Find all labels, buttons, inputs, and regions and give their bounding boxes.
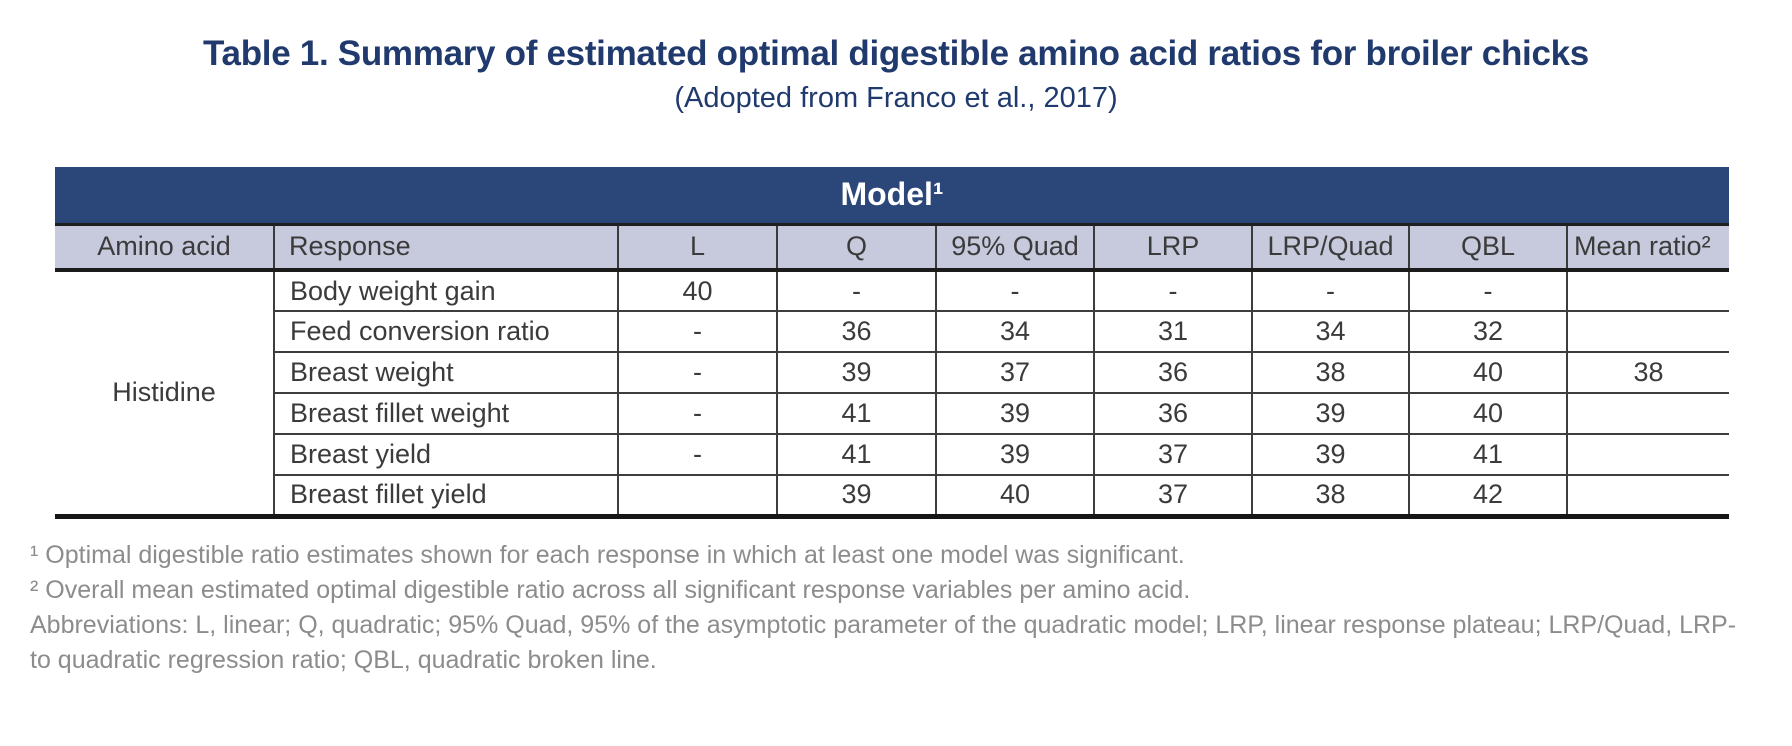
- column-header-row: Amino acid Response L Q 95% Quad LRP LRP…: [55, 224, 1730, 272]
- qbl-value-cell: 40: [1408, 392, 1568, 435]
- page-subtitle: (Adopted from Franco et al., 2017): [674, 82, 1118, 114]
- q-value-cell: 36: [776, 310, 937, 353]
- mean-ratio-cell: [1565, 433, 1730, 476]
- quad95-value-cell: 40: [935, 474, 1095, 517]
- lrpquad-value-cell: 39: [1251, 433, 1410, 476]
- l-value-cell: 40: [617, 269, 778, 312]
- lrp-value-cell: 36: [1093, 351, 1253, 394]
- q-value-cell: 41: [776, 433, 937, 476]
- lrpquad-value-cell: 38: [1251, 351, 1410, 394]
- q-value-cell: -: [776, 269, 937, 312]
- l-value-cell: -: [617, 351, 778, 394]
- column-header-lrp-quad: LRP/Quad: [1251, 224, 1409, 272]
- footnotes-block: ¹ Optimal digestible ratio estimates sho…: [30, 538, 1746, 678]
- footnote-1: ¹ Optimal digestible ratio estimates sho…: [30, 540, 1185, 569]
- column-header-q: Q: [776, 224, 936, 272]
- l-value-cell: -: [617, 433, 778, 476]
- response-cell: Body weight gain: [273, 269, 619, 312]
- mean-ratio-cell: [1565, 474, 1730, 517]
- table-row: Feed conversion ratio - 36 34 31 34 32: [55, 310, 1730, 353]
- qbl-value-cell: 42: [1408, 474, 1568, 517]
- lrpquad-value-cell: 38: [1251, 474, 1410, 517]
- page-title: Table 1. Summary of estimated optimal di…: [203, 34, 1589, 73]
- quad95-value-cell: -: [935, 269, 1095, 312]
- mean-ratio-cell: [1565, 392, 1730, 435]
- summary-table: Model¹ Amino acid Response L Q 95% Quad …: [55, 167, 1730, 519]
- footnote-2: ² Overall mean estimated optimal digesti…: [30, 575, 1191, 604]
- qbl-value-cell: 41: [1408, 433, 1568, 476]
- mean-ratio-cell: [1565, 269, 1730, 312]
- qbl-value-cell: -: [1408, 269, 1568, 312]
- quad95-value-cell: 39: [935, 433, 1095, 476]
- model-band-header: Model¹: [55, 167, 1730, 226]
- table-row: Breast fillet yield 39 40 37 38 42: [55, 474, 1730, 517]
- table-row: Breast fillet weight - 41 39 36 39 40: [55, 392, 1730, 435]
- q-value-cell: 41: [776, 392, 937, 435]
- lrpquad-value-cell: 34: [1251, 310, 1410, 353]
- column-header-95-quad: 95% Quad: [935, 224, 1094, 272]
- footnote-abbreviations: Abbreviations: L, linear; Q, quadratic; …: [30, 610, 1737, 674]
- lrp-value-cell: 31: [1093, 310, 1253, 353]
- response-cell: Breast fillet yield: [273, 474, 619, 517]
- table-row: Breast yield - 41 39 37 39 41: [55, 433, 1730, 476]
- mean-ratio-cell: [1565, 310, 1730, 353]
- response-cell: Breast fillet weight: [273, 392, 619, 435]
- table-row: Histidine Body weight gain 40 - - - - -: [55, 269, 1730, 516]
- column-header-mean-ratio: Mean ratio²: [1565, 224, 1730, 272]
- lrp-value-cell: -: [1093, 269, 1253, 312]
- qbl-value-cell: 40: [1408, 351, 1568, 394]
- l-value-cell: -: [617, 392, 778, 435]
- column-header-l: L: [617, 224, 777, 272]
- response-cell: Breast weight: [273, 351, 619, 394]
- quad95-value-cell: 34: [935, 310, 1095, 353]
- model-band-row: Model¹: [55, 167, 1730, 226]
- l-value-cell: [617, 474, 778, 517]
- quad95-value-cell: 39: [935, 392, 1095, 435]
- column-header-qbl: QBL: [1408, 224, 1567, 272]
- lrpquad-value-cell: -: [1251, 269, 1410, 312]
- lrp-value-cell: 37: [1093, 433, 1253, 476]
- qbl-value-cell: 32: [1408, 310, 1568, 353]
- column-header-response: Response: [273, 224, 618, 272]
- response-cell: Breast yield: [273, 433, 619, 476]
- quad95-value-cell: 37: [935, 351, 1095, 394]
- q-value-cell: 39: [776, 351, 937, 394]
- table-row: Breast weight - 39 37 36 38 40 38: [55, 351, 1730, 394]
- mean-ratio-cell: 38: [1565, 351, 1730, 394]
- lrp-value-cell: 36: [1093, 392, 1253, 435]
- l-value-cell: -: [617, 310, 778, 353]
- response-cell: Feed conversion ratio: [273, 310, 619, 353]
- amino-acid-cell: Histidine: [55, 270, 275, 516]
- q-value-cell: 39: [776, 474, 937, 517]
- column-header-lrp: LRP: [1093, 224, 1252, 272]
- lrpquad-value-cell: 39: [1251, 392, 1410, 435]
- column-header-amino-acid: Amino acid: [55, 224, 274, 272]
- lrp-value-cell: 37: [1093, 474, 1253, 517]
